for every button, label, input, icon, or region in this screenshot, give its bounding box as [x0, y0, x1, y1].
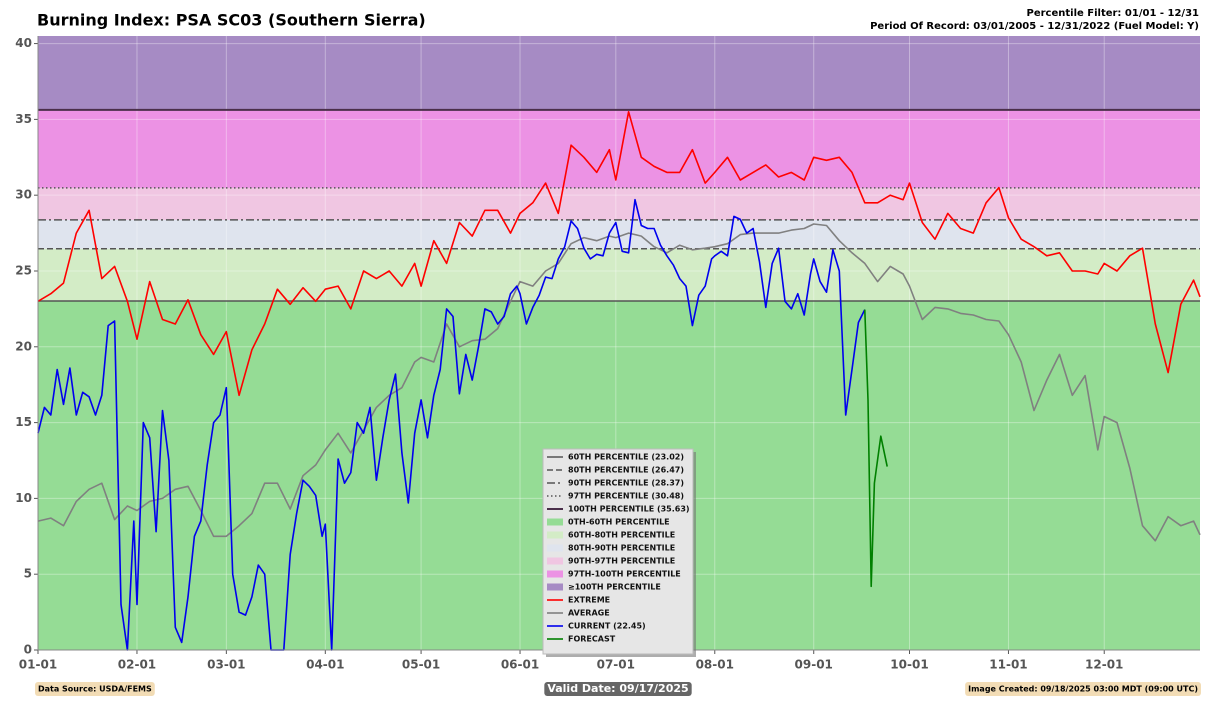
legend-box [542, 448, 694, 655]
x-tick-label: 06-01 [501, 658, 539, 672]
series-line [37, 111, 1201, 397]
footer-badge: Data Source: USDA/FEMS [35, 682, 155, 696]
x-tick-label: 12-01 [1085, 658, 1123, 672]
x-tick-label: 01-01 [19, 658, 57, 672]
footer-badge: Valid Date: 09/17/2025 [544, 682, 692, 696]
legend-label: ≥100TH PERCENTILE [568, 583, 661, 592]
legend-label: 60TH-80TH PERCENTILE [568, 531, 675, 540]
legend-label: EXTREME [568, 596, 610, 605]
footer-box [965, 682, 1201, 696]
legend-label: 80TH-90TH PERCENTILE [568, 544, 675, 553]
y-tick-label: 20 [15, 339, 32, 353]
y-tick-label: 0 [24, 643, 32, 657]
y-tick-label: 10 [15, 491, 32, 505]
legend-label: CURRENT (22.45) [568, 622, 646, 631]
y-tick-label: 15 [15, 415, 32, 429]
y-tick-label: 5 [24, 567, 32, 581]
legend-label: 60TH PERCENTILE (23.02) [568, 453, 684, 462]
y-tick-label: 25 [15, 263, 32, 277]
legend-label: 90TH PERCENTILE (28.37) [568, 479, 684, 488]
x-tick-label: 03-01 [207, 658, 245, 672]
x-tick-label: 08-01 [696, 658, 734, 672]
legend-swatch [547, 531, 563, 539]
series-line [37, 198, 866, 651]
percentile-band [38, 187, 1200, 220]
percentile-band [38, 109, 1200, 188]
footer-label: Valid Date: 09/17/2025 [547, 682, 688, 695]
legend-swatch [547, 557, 563, 565]
legend-label: 97TH-100TH PERCENTILE [568, 570, 681, 579]
percentile-band [38, 248, 1200, 302]
legend-label: 90TH-97TH PERCENTILE [568, 557, 675, 566]
chart-title: Burning Index: PSA SC03 (Southern Sierra… [37, 11, 426, 30]
y-tick-label: 40 [15, 36, 32, 50]
series-line [864, 309, 888, 588]
legend-label: FORECAST [568, 635, 616, 644]
footer-box [35, 682, 155, 696]
footer-box [544, 682, 692, 696]
y-tick-label: 30 [15, 188, 32, 202]
footer-badge: Image Created: 09/18/2025 03:00 MDT (09:… [965, 682, 1201, 696]
x-tick-label: 07-01 [597, 658, 635, 672]
legend-swatch [547, 544, 563, 552]
x-tick-label: 11-01 [989, 658, 1027, 672]
subtitle: Percentile Filter: 01/01 - 12/31 [1026, 8, 1199, 19]
series-line [37, 223, 1201, 542]
y-tick-label: 35 [15, 112, 32, 126]
legend-swatch [547, 570, 563, 578]
subtitle: Period Of Record: 03/01/2005 - 12/31/202… [870, 21, 1199, 32]
x-tick-label: 02-01 [118, 658, 156, 672]
legend-swatch [547, 518, 563, 526]
legend-label: AVERAGE [568, 609, 610, 618]
legend-label: 97TH PERCENTILE (30.48) [568, 492, 684, 501]
legend-label: 80TH PERCENTILE (26.47) [568, 466, 684, 475]
legend-label: 0TH-60TH PERCENTILE [568, 518, 670, 527]
x-tick-label: 05-01 [402, 658, 440, 672]
x-tick-label: 10-01 [890, 658, 928, 672]
legend-label: 100TH PERCENTILE (35.63) [568, 505, 690, 514]
legend-swatch [547, 583, 563, 591]
x-tick-label: 09-01 [795, 658, 833, 672]
footer-label: Data Source: USDA/FEMS [38, 685, 152, 694]
percentile-band [38, 36, 1200, 110]
legend: 60TH PERCENTILE (23.02) 80TH PERCENTILE (… [542, 448, 696, 657]
footer-label: Image Created: 09/18/2025 03:00 MDT (09:… [968, 685, 1198, 694]
x-tick-label: 04-01 [306, 658, 344, 672]
